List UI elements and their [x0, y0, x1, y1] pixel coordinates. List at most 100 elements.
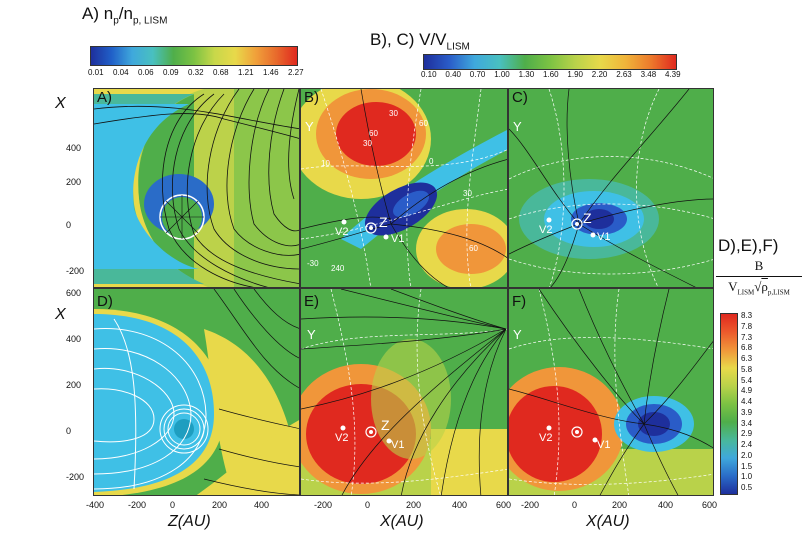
panel-a-plot	[94, 89, 299, 287]
panel-c-label: C)	[512, 89, 528, 106]
panel-c-plot	[509, 89, 713, 287]
x-tick-right: -200	[521, 500, 540, 510]
x-tick-left: 200	[212, 500, 228, 510]
colorbar-bc-tick: 1.90	[567, 70, 583, 79]
contour-label: 30	[463, 189, 472, 198]
contour-label: 10	[321, 159, 330, 168]
y-axis-label-top: X	[55, 95, 66, 112]
x-tick-left: 0	[170, 500, 176, 510]
panel-a-label: A)	[97, 89, 112, 106]
panel-f-plot	[509, 289, 713, 495]
colorbar-def-tick: 6.8	[741, 343, 753, 353]
contour-label: 60	[369, 129, 378, 138]
colorbar-def-tick: 1.0	[741, 472, 753, 482]
panel-e-v1-marker: V1	[391, 439, 405, 451]
colorbar-def-tick: 3.4	[741, 418, 753, 428]
colorbar-def-tick: 4.9	[741, 386, 753, 396]
panel-b-label: B)	[304, 89, 319, 106]
panel-b-plot	[301, 89, 507, 287]
colorbar-def-tick: 7.8	[741, 321, 753, 331]
panel-e-plot	[301, 289, 507, 495]
x-tick-right: 0	[572, 500, 578, 510]
colorbar-a-tick: 1.46	[263, 68, 279, 77]
colorbar-bc-tick: 0.10	[421, 70, 437, 79]
x-axis-label-right: X(AU)	[586, 513, 630, 530]
x-tick-right: 400	[658, 500, 674, 510]
contour-label: -30	[307, 259, 319, 268]
x-tick-mid: 200	[406, 500, 422, 510]
colorbar-def-title: D),E),F)	[718, 236, 779, 255]
panel-e-z-marker: Z	[381, 417, 390, 433]
y-tick-top: -200	[66, 266, 85, 276]
colorbar-a-tick: 2.27	[288, 68, 304, 77]
colorbar-bc-tick: 2.20	[591, 70, 608, 79]
colorbar-def-tick: 0.5	[741, 483, 753, 492]
x-tick-mid: 600	[496, 500, 512, 510]
colorbar-bc-tick: 4.39	[665, 70, 681, 79]
colorbar-a-tick: 1.21	[238, 68, 254, 77]
colorbar-def-tick: 2.9	[741, 429, 753, 439]
x-tick-left: -200	[128, 500, 147, 510]
panel-d-plot	[94, 289, 299, 495]
contour-label: 60	[419, 119, 428, 128]
colorbar-def-tick: 3.9	[741, 407, 753, 417]
colorbar-a-tick: 0.01	[88, 68, 104, 77]
panel-b-v1-marker: V1	[391, 233, 405, 245]
colorbar-a-tick: 0.09	[163, 68, 179, 77]
colorbar-def-tick: 5.8	[741, 364, 753, 374]
panel-f: F) Y V2 V1	[508, 288, 714, 496]
contour-label: 60	[469, 244, 478, 253]
y-tick-top: 400	[66, 143, 82, 153]
panel-f-v1-marker: V1	[597, 439, 611, 451]
panel-b: B) Y Z V2 V1 60 30 60 30 10 0 30 60 240 -30	[300, 88, 508, 288]
panel-a: A)	[93, 88, 300, 288]
x-tick-left: -400	[86, 500, 105, 510]
colorbar-a-tick: 0.68	[213, 68, 229, 77]
colorbar-bc-tick: 1.60	[543, 70, 559, 79]
x-tick-mid: 400	[452, 500, 468, 510]
colorbar-def-tick: 7.3	[741, 332, 753, 342]
colorbar-def-fraction: B VLISM√ρp,LISM	[716, 258, 802, 297]
x-tick-right: 600	[702, 500, 718, 510]
panel-f-label: F)	[512, 293, 527, 310]
colorbar-a-tick: 0.06	[138, 68, 154, 77]
colorbar-bc-tick: 2.63	[616, 70, 632, 79]
panel-c: C) Y Z V2 V1	[508, 88, 714, 288]
colorbar-def-tick: 5.4	[741, 375, 753, 385]
x-tick-mid: -200	[314, 500, 333, 510]
colorbar-def	[720, 313, 738, 495]
y-axis-label-bottom: X	[55, 306, 66, 323]
panel-e-v2-marker: V2	[335, 432, 349, 444]
panel-c-z-marker: Z	[583, 210, 592, 226]
x-axis-label-mid: X(AU)	[380, 513, 424, 530]
panel-b-z-marker: Z	[379, 214, 388, 230]
y-tick-bottom: 0	[66, 426, 72, 436]
panel-d: D)	[93, 288, 300, 496]
colorbar-bc-tick: 3.48	[640, 70, 657, 79]
colorbar-a-tick: 0.32	[188, 68, 204, 77]
panel-b-v2-marker: V2	[335, 226, 349, 238]
panel-e-label: E)	[304, 293, 319, 310]
x-tick-mid: 0	[365, 500, 371, 510]
y-tick-bottom: 600	[66, 288, 82, 298]
colorbar-def-tick: 2.4	[741, 440, 753, 449]
panel-d-label: D)	[97, 293, 113, 310]
colorbar-bc-tick: 1.00	[494, 70, 510, 79]
colorbar-bc-tick: 1.30	[518, 70, 535, 79]
colorbar-def-tick: 2.0	[741, 450, 753, 460]
x-axis-label-left: Z(AU)	[168, 513, 211, 530]
colorbar-a-title: A) np/np, LISM	[82, 4, 168, 27]
panel-c-v1-marker: V1	[597, 231, 611, 243]
colorbar-bc	[423, 54, 677, 70]
y-tick-bottom: 200	[66, 380, 82, 390]
contour-label: 240	[331, 264, 345, 273]
contour-label: 0	[429, 157, 434, 166]
colorbar-bc-title: B), C) V/VLISM	[370, 30, 470, 53]
colorbar-def-tick: 4.4	[741, 397, 753, 406]
colorbar-a-tick: 0.04	[113, 68, 129, 77]
colorbar-bc-tick: 0.40	[445, 70, 461, 79]
panel-e: E) Y Z V2 V1	[300, 288, 508, 496]
colorbar-def-tick: 8.3	[741, 311, 753, 320]
contour-label: 30	[389, 109, 398, 118]
y-tick-top: 200	[66, 177, 82, 187]
